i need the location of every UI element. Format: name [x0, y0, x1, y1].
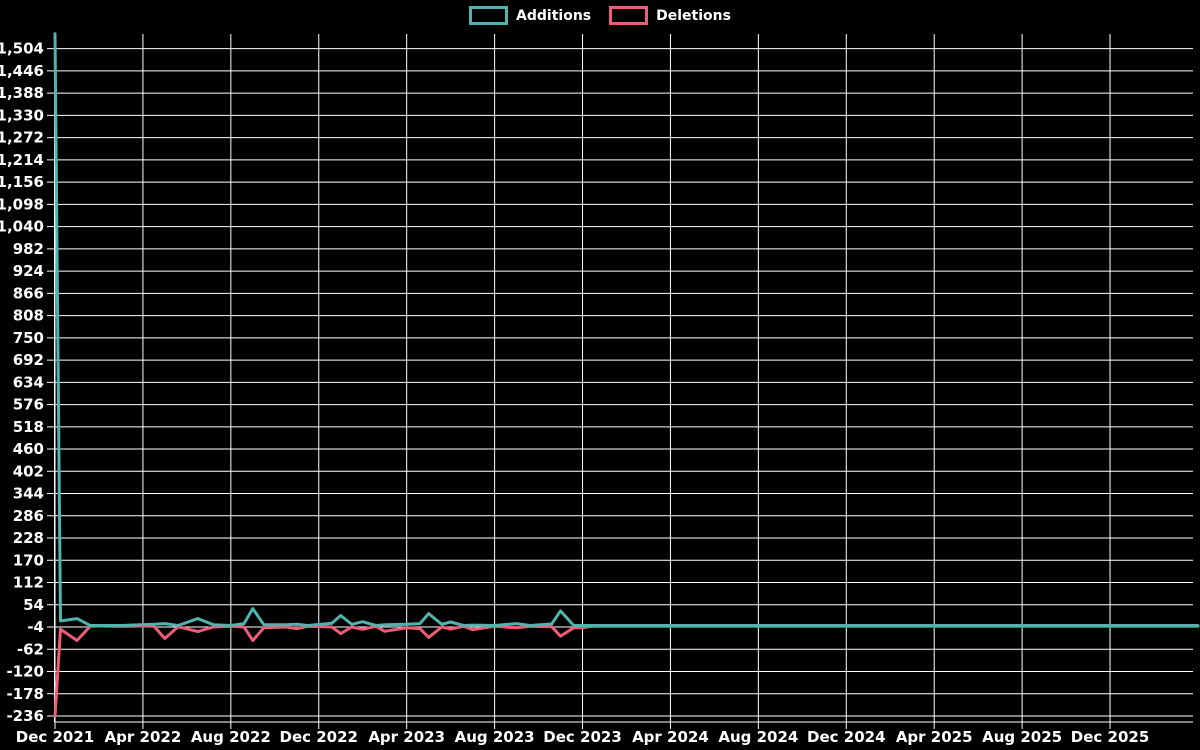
- y-tick-label: 1,504: [0, 40, 44, 58]
- y-tick-label: 634: [13, 373, 44, 391]
- y-tick-label: 1,446: [0, 62, 44, 80]
- x-tick-label: Dec 2025: [1071, 728, 1150, 746]
- x-tick-label: Dec 2022: [280, 728, 359, 746]
- x-tick-label: Aug 2023: [455, 728, 535, 746]
- y-tick-label: 344: [13, 485, 44, 503]
- x-tick-label: Aug 2025: [982, 728, 1062, 746]
- y-tick-label: 112: [13, 574, 44, 592]
- y-tick-label: 692: [13, 351, 44, 369]
- y-tick-label: -178: [6, 685, 44, 703]
- y-tick-label: 1,214: [0, 151, 44, 169]
- y-tick-label: -120: [6, 663, 44, 681]
- x-tick-label: Dec 2021: [16, 728, 95, 746]
- y-tick-label: 1,156: [0, 173, 44, 191]
- y-tick-label: 576: [13, 396, 44, 414]
- y-tick-label: 170: [13, 551, 44, 569]
- y-tick-label: 924: [13, 262, 44, 280]
- y-tick-label: 1,330: [0, 106, 44, 124]
- additions-swatch-icon: [469, 6, 509, 25]
- y-tick-label: 866: [13, 284, 44, 302]
- x-tick-label: Apr 2025: [896, 728, 973, 746]
- legend-label-deletions: Deletions: [656, 7, 731, 24]
- y-tick-label: 1,272: [0, 129, 44, 147]
- x-tick-label: Aug 2022: [191, 728, 271, 746]
- y-tick-label: -62: [17, 640, 44, 658]
- y-tick-label: 1,040: [0, 218, 44, 236]
- y-tick-label: 228: [13, 529, 44, 547]
- deletions-line: [53, 624, 1200, 718]
- x-tick-label: Apr 2022: [105, 728, 182, 746]
- deletions-swatch-icon: [609, 6, 649, 25]
- y-tick-label: 1,388: [0, 84, 44, 102]
- chart-legend: Additions Deletions: [0, 6, 1200, 25]
- y-tick-label: 1,098: [0, 195, 44, 213]
- x-tick-label: Apr 2023: [368, 728, 445, 746]
- y-tick-label: 750: [13, 329, 44, 347]
- x-tick-label: Aug 2024: [718, 728, 798, 746]
- legend-label-additions: Additions: [516, 7, 592, 24]
- y-tick-label: -4: [27, 618, 44, 636]
- legend-item-additions[interactable]: Additions: [469, 6, 591, 25]
- y-tick-label: -236: [6, 707, 44, 725]
- x-tick-label: Dec 2023: [543, 728, 622, 746]
- y-tick-label: 402: [13, 462, 44, 480]
- y-tick-label: 54: [23, 596, 44, 614]
- legend-item-deletions[interactable]: Deletions: [609, 6, 731, 25]
- y-tick-label: 460: [13, 440, 44, 458]
- y-tick-label: 286: [13, 507, 44, 525]
- y-tick-label: 808: [13, 307, 44, 325]
- y-tick-label: 982: [13, 240, 44, 258]
- x-tick-label: Apr 2024: [632, 728, 709, 746]
- additions-line: [53, 32, 1200, 627]
- x-tick-label: Dec 2024: [807, 728, 886, 746]
- y-tick-label: 518: [13, 418, 44, 436]
